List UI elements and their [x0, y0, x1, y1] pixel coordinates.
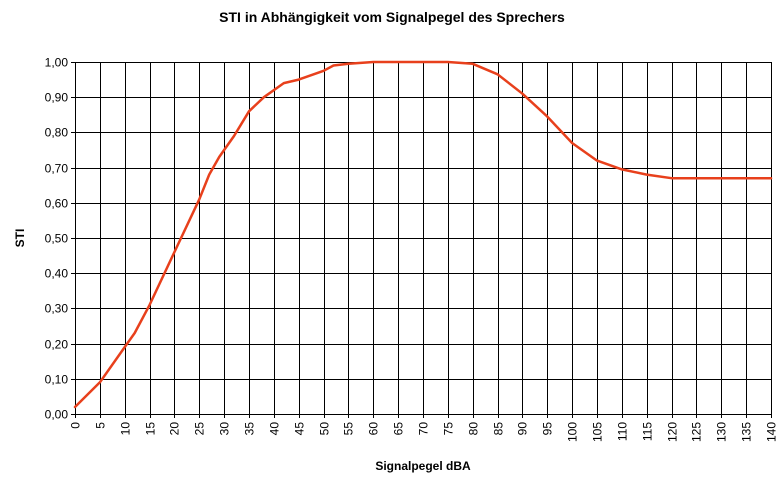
x-tick-label: 15 — [144, 422, 158, 436]
y-tick-label: 1,00 — [45, 56, 69, 70]
y-tick-label: 0,90 — [45, 91, 69, 105]
x-tick-label: 85 — [492, 422, 506, 436]
x-tick-label: 105 — [591, 422, 605, 442]
x-tick-label: 5 — [94, 422, 108, 429]
y-tick-label: 0,50 — [45, 232, 69, 246]
x-tick-label: 120 — [666, 422, 680, 442]
x-axis-label: Signalpegel dBA — [375, 459, 471, 473]
x-tick-label: 60 — [367, 422, 381, 436]
x-tick-label: 0 — [69, 422, 83, 429]
x-tick-label: 100 — [566, 422, 580, 442]
x-tick-label: 115 — [641, 422, 655, 441]
x-tick-label: 30 — [218, 422, 232, 436]
y-tick-label: 0,40 — [45, 267, 69, 281]
y-tick-label: 0,20 — [45, 338, 69, 352]
x-tick-label: 140 — [765, 422, 779, 442]
x-tick-label: 75 — [442, 422, 456, 436]
x-tick-label: 65 — [392, 422, 406, 436]
x-tick-label: 40 — [268, 422, 282, 436]
x-tick-label: 25 — [193, 422, 207, 436]
x-tick-label: 130 — [715, 422, 729, 442]
series-layer — [73, 60, 773, 409]
y-tick-label: 0,70 — [45, 162, 69, 176]
tick-labels: 0 5 10 15 20 25 30 35 40 45 50 55 60 65 70 75 80 85 90 95 10… — [45, 56, 779, 443]
y-tick-label: 0,60 — [45, 197, 69, 211]
x-tick-label: 135 — [740, 422, 754, 442]
x-tick-label: 35 — [243, 422, 257, 436]
chart-title: STI in Abhängigkeit vom Signalpegel des … — [219, 9, 565, 25]
x-tick-label: 10 — [119, 422, 133, 436]
x-tick-label: 45 — [293, 422, 307, 436]
x-tick-label: 70 — [417, 422, 431, 436]
y-tick-label: 0,10 — [45, 373, 69, 387]
x-tick-label: 55 — [342, 422, 356, 436]
x-tick-label: 90 — [516, 422, 530, 436]
y-tick-label: 0,30 — [45, 302, 69, 316]
grid — [71, 62, 772, 418]
x-tick-label: 110 — [616, 422, 630, 441]
y-tick-label: 0,00 — [45, 408, 69, 422]
x-tick-label: 80 — [467, 422, 481, 436]
x-tick-label: 125 — [690, 422, 704, 442]
y-tick-label: 0,80 — [45, 126, 69, 140]
series-line — [73, 60, 773, 409]
y-axis-label: STI — [13, 229, 27, 248]
x-tick-label: 95 — [541, 422, 555, 436]
x-tick-label: 20 — [168, 422, 182, 436]
x-tick-label: 50 — [318, 422, 332, 436]
